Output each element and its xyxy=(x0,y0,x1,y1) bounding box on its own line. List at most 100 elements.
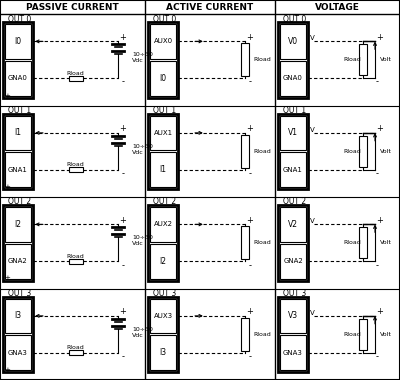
Text: GNA3: GNA3 xyxy=(8,350,28,356)
Bar xyxy=(150,152,176,187)
Text: +: + xyxy=(376,216,384,225)
Text: -: - xyxy=(248,352,252,361)
Text: OUT 3: OUT 3 xyxy=(8,289,31,298)
Text: +: + xyxy=(4,276,10,282)
Text: Rload: Rload xyxy=(67,345,84,350)
Bar xyxy=(280,152,306,187)
Text: +: + xyxy=(376,124,384,133)
Bar xyxy=(278,296,308,372)
Bar xyxy=(241,43,249,76)
Text: V3: V3 xyxy=(288,311,298,320)
Bar xyxy=(150,244,176,279)
Text: +: + xyxy=(246,33,254,42)
Bar xyxy=(3,296,33,372)
Text: -: - xyxy=(376,169,378,178)
Text: Rload: Rload xyxy=(253,57,271,62)
Bar xyxy=(150,207,176,242)
Bar xyxy=(280,116,306,150)
Text: Volt: Volt xyxy=(380,57,392,62)
Text: GNA0: GNA0 xyxy=(283,75,303,81)
Text: 10÷30
Vdc: 10÷30 Vdc xyxy=(132,327,153,338)
Bar xyxy=(5,24,31,59)
Text: +: + xyxy=(246,307,254,317)
Bar xyxy=(150,116,176,150)
Bar xyxy=(148,296,178,372)
Text: Rload: Rload xyxy=(343,57,361,62)
Text: V2: V2 xyxy=(288,220,298,229)
Text: -: - xyxy=(376,78,378,87)
Text: GNA3: GNA3 xyxy=(283,350,303,356)
Bar xyxy=(5,152,31,187)
Bar xyxy=(280,244,306,279)
Text: AUX2: AUX2 xyxy=(154,222,172,227)
Bar xyxy=(280,335,306,370)
Text: OUT 3: OUT 3 xyxy=(283,289,306,298)
Text: -: - xyxy=(248,78,252,87)
Text: V1: V1 xyxy=(288,128,298,138)
Text: GNA1: GNA1 xyxy=(8,166,28,173)
Text: V: V xyxy=(310,35,315,41)
Text: Volt: Volt xyxy=(380,240,392,245)
Text: OUT 0: OUT 0 xyxy=(283,14,306,24)
Text: OUT 2: OUT 2 xyxy=(283,198,306,206)
Bar xyxy=(5,244,31,279)
Text: GNA1: GNA1 xyxy=(283,166,303,173)
Text: Rload: Rload xyxy=(67,71,84,76)
Text: V: V xyxy=(310,218,315,224)
Text: +: + xyxy=(376,307,384,317)
Text: GNA2: GNA2 xyxy=(8,258,28,264)
Text: AUX0: AUX0 xyxy=(154,38,172,44)
Bar xyxy=(359,44,367,75)
Text: I0: I0 xyxy=(160,74,166,82)
Text: +: + xyxy=(4,92,10,98)
Text: Rload: Rload xyxy=(67,162,84,167)
Bar xyxy=(280,24,306,59)
Text: +: + xyxy=(246,216,254,225)
Bar xyxy=(150,299,176,333)
Text: OUT 1: OUT 1 xyxy=(153,106,176,115)
Text: I0: I0 xyxy=(14,37,22,46)
Bar xyxy=(68,259,82,264)
Text: GNA0: GNA0 xyxy=(8,75,28,81)
Text: +: + xyxy=(4,367,10,373)
Text: AUX1: AUX1 xyxy=(154,130,172,136)
Text: +: + xyxy=(120,124,126,133)
Bar xyxy=(148,22,178,98)
Text: -: - xyxy=(376,352,378,361)
Text: Rload: Rload xyxy=(343,332,361,337)
Text: 10÷30
Vdc: 10÷30 Vdc xyxy=(132,235,153,246)
Text: +: + xyxy=(4,184,10,190)
Bar xyxy=(5,61,31,95)
Bar xyxy=(241,226,249,259)
Bar xyxy=(68,167,82,172)
Text: OUT 1: OUT 1 xyxy=(8,106,31,115)
Bar xyxy=(5,299,31,333)
Bar xyxy=(5,207,31,242)
Text: I1: I1 xyxy=(160,165,166,174)
Bar xyxy=(280,207,306,242)
Bar xyxy=(241,318,249,351)
Text: Rload: Rload xyxy=(67,253,84,259)
Text: V: V xyxy=(310,127,315,133)
Text: V: V xyxy=(310,310,315,316)
Text: 10÷30
Vdc: 10÷30 Vdc xyxy=(132,144,153,155)
Text: 10÷30
Vdc: 10÷30 Vdc xyxy=(132,52,153,63)
Text: I2: I2 xyxy=(160,256,166,266)
Bar xyxy=(68,350,82,355)
Text: VOLTAGE: VOLTAGE xyxy=(315,3,360,11)
Text: OUT 1: OUT 1 xyxy=(283,106,306,115)
Text: Rload: Rload xyxy=(253,240,271,245)
Bar xyxy=(3,114,33,189)
Text: Rload: Rload xyxy=(343,240,361,245)
Text: -: - xyxy=(376,261,378,270)
Text: +: + xyxy=(376,33,384,42)
Text: Rload: Rload xyxy=(343,149,361,154)
Text: -: - xyxy=(122,169,124,178)
Text: V0: V0 xyxy=(288,37,298,46)
Text: ACTIVE CURRENT: ACTIVE CURRENT xyxy=(166,3,254,11)
Bar xyxy=(278,22,308,98)
Bar xyxy=(280,299,306,333)
Text: +: + xyxy=(120,216,126,225)
Text: I1: I1 xyxy=(14,128,22,138)
Text: GNA2: GNA2 xyxy=(283,258,303,264)
